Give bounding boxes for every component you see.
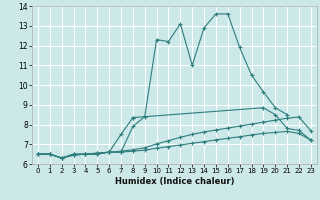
X-axis label: Humidex (Indice chaleur): Humidex (Indice chaleur) xyxy=(115,177,234,186)
